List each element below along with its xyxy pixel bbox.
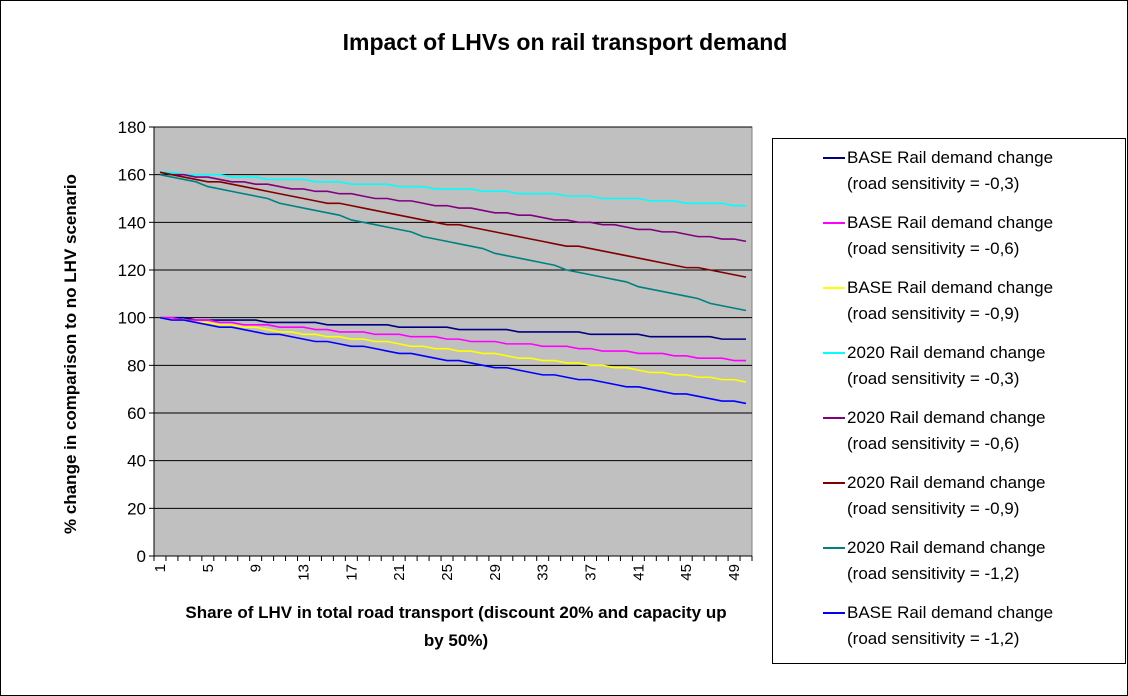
legend-label: BASE Rail demand change (road sensitivit…	[847, 213, 1054, 258]
legend-label: 2020 Rail demand change (road sensitivit…	[847, 408, 1046, 453]
x-tick-label: 25	[439, 564, 456, 581]
legend-swatch	[823, 287, 845, 289]
legend-entry: BASE Rail demand change (road sensitivit…	[773, 275, 1127, 339]
y-tick-label: 120	[118, 261, 146, 280]
x-tick-label: 49	[726, 564, 743, 581]
x-tick-label: 33	[535, 564, 552, 581]
x-tick-label: 21	[391, 564, 408, 581]
x-tick-label: 13	[296, 564, 313, 581]
series-line	[159, 171, 747, 207]
x-tick-label: 5	[200, 564, 217, 572]
y-tick-label: 20	[127, 499, 146, 518]
legend-swatch	[823, 222, 845, 224]
y-tick-label: 0	[137, 547, 146, 566]
legend-entry: BASE Rail demand change (road sensitivit…	[773, 210, 1127, 274]
legend-entry: 2020 Rail demand change (road sensitivit…	[773, 470, 1127, 534]
y-tick-label: 160	[118, 166, 146, 185]
y-tick-label: 180	[118, 118, 146, 137]
y-axis-title: % change in comparison to no LHV scenari…	[61, 174, 80, 534]
legend-label: BASE Rail demand change (road sensitivit…	[847, 278, 1054, 323]
x-tick-label: 1	[152, 564, 169, 572]
legend-swatch	[823, 547, 845, 549]
legend-swatch	[823, 482, 845, 484]
legend-label: BASE Rail demand change (road sensitivit…	[847, 148, 1054, 193]
legend-label: 2020 Rail demand change (road sensitivit…	[847, 343, 1046, 388]
y-tick-label: 100	[118, 309, 146, 328]
legend-label: BASE Rail demand change (road sensitivit…	[847, 603, 1054, 648]
legend-entry: 2020 Rail demand change (road sensitivit…	[773, 405, 1127, 469]
series-line	[159, 173, 747, 312]
series-line	[159, 171, 747, 243]
plot-area	[153, 126, 753, 557]
series-line	[159, 171, 747, 278]
legend-label: 2020 Rail demand change (road sensitivit…	[847, 473, 1046, 518]
y-tick-label: 140	[118, 213, 146, 232]
y-tick-label: 80	[127, 356, 146, 375]
x-axis-title: Share of LHV in total road transport (di…	[185, 603, 727, 650]
legend-label: 2020 Rail demand change (road sensitivit…	[847, 538, 1046, 583]
series-line	[159, 316, 747, 383]
series-line	[159, 316, 747, 340]
legend-entry: BASE Rail demand change (road sensitivit…	[773, 145, 1127, 209]
legend-swatch	[823, 417, 845, 419]
legend-swatch	[823, 157, 845, 159]
x-tick-label: 37	[583, 564, 600, 581]
x-tick-label: 29	[487, 564, 504, 581]
legend-entry: 2020 Rail demand change (road sensitivit…	[773, 535, 1127, 599]
legend-swatch	[823, 612, 845, 614]
series-line	[159, 316, 747, 405]
y-tick-label: 40	[127, 452, 146, 471]
x-tick-label: 9	[248, 564, 265, 572]
legend-entry: 2020 Rail demand change (road sensitivit…	[773, 340, 1127, 404]
legend: BASE Rail demand change (road sensitivit…	[772, 138, 1126, 664]
x-tick-label: 45	[678, 564, 695, 581]
x-tick-label: 17	[343, 564, 360, 581]
legend-entry: BASE Rail demand change (road sensitivit…	[773, 600, 1127, 664]
legend-swatch	[823, 352, 845, 354]
x-tick-label: 41	[630, 564, 647, 581]
series-line	[159, 316, 747, 362]
y-tick-label: 60	[127, 404, 146, 423]
chart-title: Impact of LHVs on rail transport demand	[342, 29, 788, 55]
